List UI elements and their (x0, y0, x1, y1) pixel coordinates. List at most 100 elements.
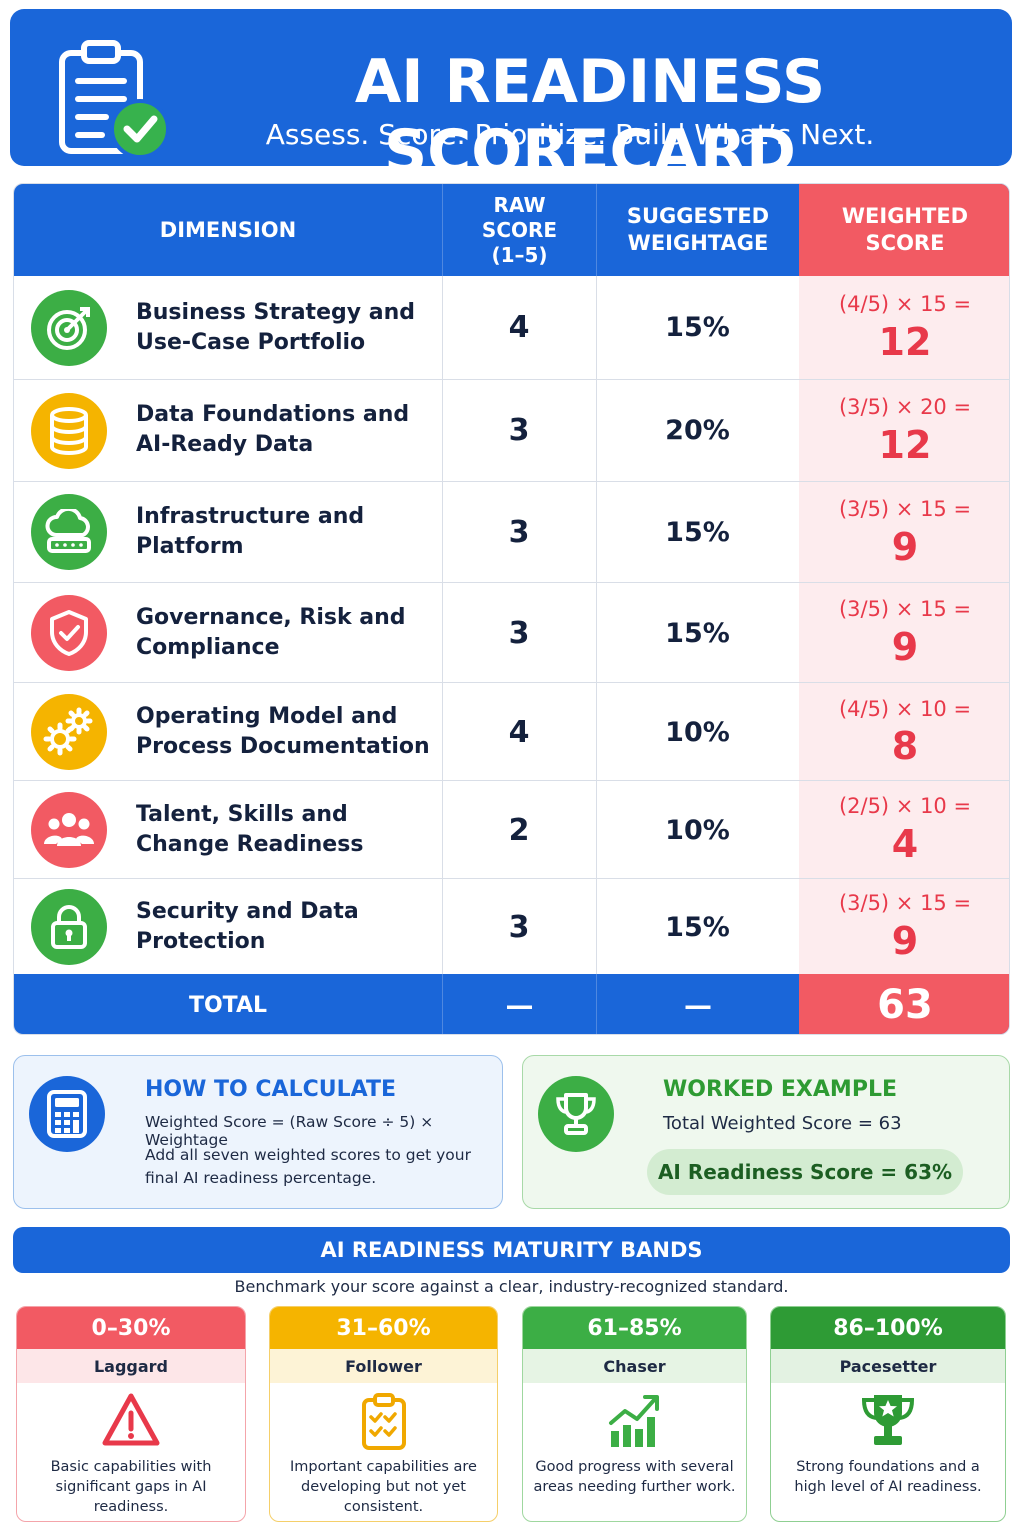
header-weighted-l1: WEIGHTED (841, 204, 969, 228)
header-weightage: SUGGESTED WEIGHTAGE (596, 184, 799, 276)
dimension-line-2: AI-Ready Data (136, 432, 314, 457)
weightage: 15% (665, 912, 730, 943)
header-raw-l1: RAW (493, 192, 546, 217)
band-range: 86–100% (771, 1307, 1005, 1349)
raw-score: 3 (508, 910, 530, 945)
raw-score: 4 (508, 310, 530, 345)
dimension-name: Data Foundations and AI-Ready Data (136, 400, 436, 460)
dimension-name: Security and Data Protection (136, 897, 436, 957)
band-card-pacesetter: 86–100% Pacesetter Strong foundations an… (770, 1306, 1006, 1522)
dimension-line-2: Use-Case Portfolio (136, 330, 366, 355)
dimension-line-1: Data Foundations and (136, 402, 410, 427)
dimension-line-2: Process Documentation (136, 734, 430, 759)
table-header: DIMENSION RAW SCORE (1–5) SUGGESTED WEIG… (14, 184, 1009, 276)
weighted-score: 8 (891, 724, 919, 768)
header-weighted-l2: SCORE (865, 231, 945, 255)
raw-score: 3 (508, 515, 530, 550)
how-to-calculate-card: HOW TO CALCULATE Weighted Score = (Raw S… (13, 1055, 503, 1209)
band-description: Important capabilities are developing bu… (290, 1459, 477, 1515)
dimension-name: Infrastructure and Platform (136, 502, 436, 562)
example-line: Total Weighted Score = 63 (663, 1113, 902, 1134)
weighted-formula: (3/5) × 15 = (838, 597, 972, 621)
column-divider (442, 276, 443, 974)
band-description: Strong foundations and a high level of A… (794, 1459, 982, 1495)
weighted-score: 12 (878, 423, 932, 467)
band-card-laggard: 0–30% Laggard Basic capabilities with si… (16, 1306, 246, 1522)
dimension-line-2: Protection (136, 929, 266, 954)
weighted-score: 9 (891, 919, 919, 963)
table-row: Infrastructure and Platform 3 15% (3/5) ×… (14, 482, 1009, 583)
dimension-name: Operating Model and Process Documentation (136, 702, 436, 762)
calculator-icon (29, 1076, 105, 1152)
people-icon (31, 792, 107, 868)
page-title: AI READINESS SCORECARD (354, 47, 826, 187)
total-score: 63 (799, 974, 1009, 1034)
target-icon (31, 290, 107, 366)
weightage: 15% (665, 312, 730, 343)
table-row: Operating Model and Process Documentation… (14, 683, 1009, 781)
band-description: Basic capabilities with significant gaps… (50, 1459, 212, 1515)
table-row: Governance, Risk and Compliance 3 15% (3/… (14, 583, 1009, 683)
table-total-row: TOTAL — — 63 (14, 974, 1009, 1034)
weighted-formula: (2/5) × 10 = (838, 794, 972, 818)
weightage: 15% (665, 517, 730, 548)
band-name: Laggard (17, 1349, 245, 1383)
dimension-line-1: Infrastructure and (136, 504, 365, 529)
bands-title: AI READINESS MATURITY BANDS (13, 1227, 1010, 1273)
weighted-formula: (4/5) × 10 = (838, 697, 972, 721)
dimension-line-1: Governance, Risk and (136, 605, 406, 630)
band-range: 31–60% (270, 1307, 497, 1349)
band-card-follower: 31–60% Follower Important capabilities a… (269, 1306, 498, 1522)
table-row: Security and Data Protection 3 15% (3/5) … (14, 879, 1009, 974)
table-row: Business Strategy and Use-Case Portfolio … (14, 276, 1009, 380)
page-subtitle: Assess. Score. Prioritize. Build What’s … (265, 118, 875, 151)
dimension-line-1: Security and Data (136, 899, 359, 924)
weighted-score: 9 (891, 625, 919, 669)
dimension-line-1: Talent, Skills and (136, 802, 348, 827)
shield-check-icon (31, 595, 107, 671)
header-weight-l2: WEIGHTAGE (627, 231, 769, 255)
dimension-line-1: Business Strategy and (136, 300, 415, 325)
weighted-column-bg (799, 276, 1009, 974)
scorecard-table: DIMENSION RAW SCORE (1–5) SUGGESTED WEIG… (13, 183, 1010, 1035)
example-result: AI Readiness Score = 63% (647, 1149, 963, 1195)
trophy-star-icon (861, 1395, 915, 1445)
table-row: Data Foundations and AI-Ready Data 3 20% … (14, 380, 1009, 482)
total-label: TOTAL (188, 992, 268, 1018)
weighted-formula: (3/5) × 15 = (838, 891, 972, 915)
trophy-icon (538, 1076, 614, 1152)
how-to-note: Add all seven weighted scores to get you… (145, 1146, 471, 1187)
total-weight: — (596, 974, 799, 1034)
weightage: 20% (665, 415, 730, 446)
weighted-formula: (3/5) × 15 = (838, 497, 972, 521)
weighted-formula: (4/5) × 15 = (838, 292, 972, 316)
weighted-score: 9 (891, 525, 919, 569)
bands-subtitle: Benchmark your score against a clear, in… (234, 1277, 789, 1296)
band-range: 61–85% (523, 1307, 746, 1349)
example-title: WORKED EXAMPLE (663, 1077, 897, 1102)
warning-icon (102, 1393, 160, 1446)
growth-chart-icon (608, 1395, 659, 1447)
band-name: Follower (270, 1349, 497, 1383)
band-description: Good progress with several areas needing… (533, 1459, 736, 1495)
cloud-server-icon (31, 494, 107, 570)
gears-icon (31, 694, 107, 770)
header-raw-score: RAW SCORE (1–5) (442, 184, 596, 276)
raw-score: 2 (508, 813, 530, 848)
header-raw-l3: (1–5) (491, 242, 548, 267)
header-banner: AI READINESS SCORECARD Assess. Score. Pr… (10, 9, 1012, 187)
dimension-name: Governance, Risk and Compliance (136, 603, 436, 663)
weightage: 10% (665, 815, 730, 846)
dimension-name: Business Strategy and Use-Case Portfolio (136, 298, 436, 358)
raw-score: 3 (508, 616, 530, 651)
dimension-line-2: Compliance (136, 635, 280, 660)
dimension-line-2: Platform (136, 534, 244, 559)
band-name: Pacesetter (771, 1349, 1005, 1383)
worked-example-card: WORKED EXAMPLE Total Weighted Score = 63… (522, 1055, 1010, 1209)
weightage: 15% (665, 618, 730, 649)
raw-score: 4 (508, 715, 530, 750)
header-weight-l1: SUGGESTED (626, 204, 770, 228)
header-raw-l2: SCORE (481, 217, 558, 242)
header-weighted-score: WEIGHTED SCORE (799, 184, 1009, 276)
weighted-formula: (3/5) × 20 = (838, 395, 972, 419)
